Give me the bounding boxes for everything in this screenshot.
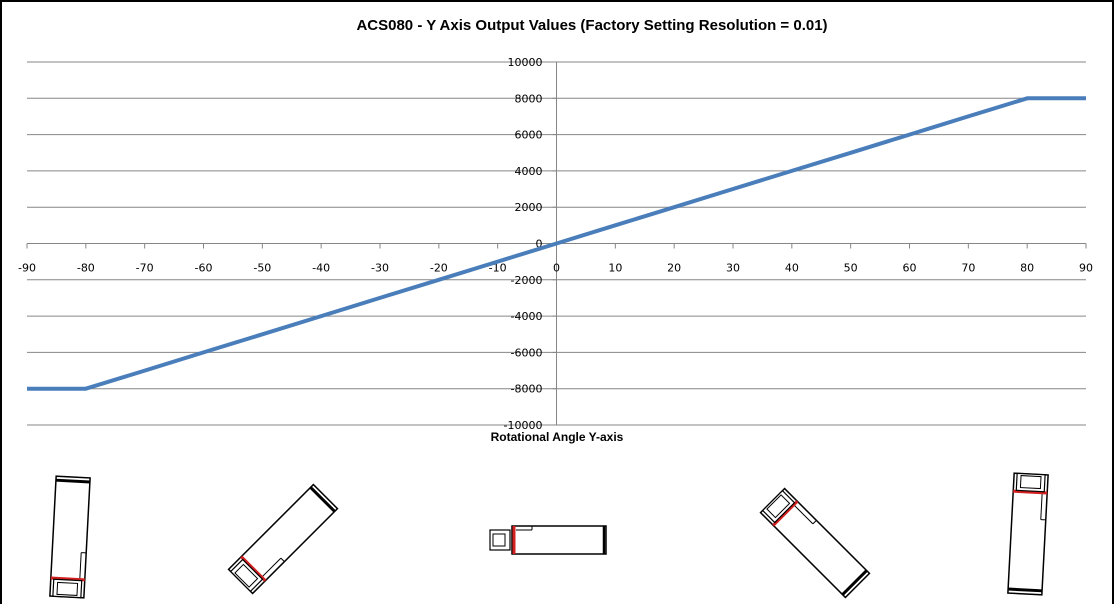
x-tick-label: -80	[77, 262, 95, 275]
x-tick-label: 40	[785, 262, 799, 275]
sensor-icon-tilt-left-90	[49, 475, 91, 599]
y-tick-label: 10000	[508, 56, 543, 69]
x-tick-label: 90	[1079, 262, 1093, 275]
x-tick-label: 10	[608, 262, 622, 275]
y-tick-label: -10000	[504, 419, 543, 432]
x-tick-label: 70	[961, 262, 975, 275]
x-tick-label: -50	[253, 262, 271, 275]
x-tick-label: 80	[1020, 262, 1034, 275]
y-tick-labels: -10000 -8000 -6000 -4000 -2000 0 2000 4000 6000 8…	[504, 56, 543, 432]
x-tick-label: 50	[844, 262, 858, 275]
x-tick-label: -20	[430, 262, 448, 275]
x-tick-labels: -90 -80 -70 -60 -50 -40 -30 -20 -10 0 10 20 30 40 50 60…	[18, 262, 1093, 275]
y-tick-label: -8000	[511, 383, 543, 396]
y-tick-label: -6000	[511, 346, 543, 359]
y-tick-label: 2000	[515, 201, 543, 214]
sensor-icon-level-0	[489, 525, 607, 555]
x-tick-label: -60	[195, 262, 213, 275]
y-tick-label: 8000	[515, 92, 543, 105]
y-tick-label: 4000	[515, 165, 543, 178]
x-axis-label: Rotational Angle Y-axis	[491, 430, 624, 444]
y-tick-label: 6000	[515, 129, 543, 142]
x-tick-label: -40	[312, 262, 330, 275]
sensor-icon-tilt-right-45	[759, 487, 871, 599]
sensor-icon-tilt-right-90	[1007, 472, 1049, 596]
x-tick-label: -30	[371, 262, 389, 275]
series-group	[26, 96, 1087, 391]
y-tick-label: 0	[536, 238, 543, 251]
y-tick-label: -2000	[511, 274, 543, 287]
x-tick-label: 30	[726, 262, 740, 275]
chart-title: ACS080 - Y Axis Output Values (Factory S…	[356, 17, 827, 34]
x-tick-label: -70	[136, 262, 154, 275]
y-tick-label: -4000	[511, 310, 543, 323]
x-tick-label: 20	[667, 262, 681, 275]
x-tick-label: -90	[18, 262, 36, 275]
x-tick-label: 0	[553, 262, 560, 275]
x-tick-label: 60	[903, 262, 917, 275]
sensor-icon-tilt-left-45	[227, 483, 339, 595]
